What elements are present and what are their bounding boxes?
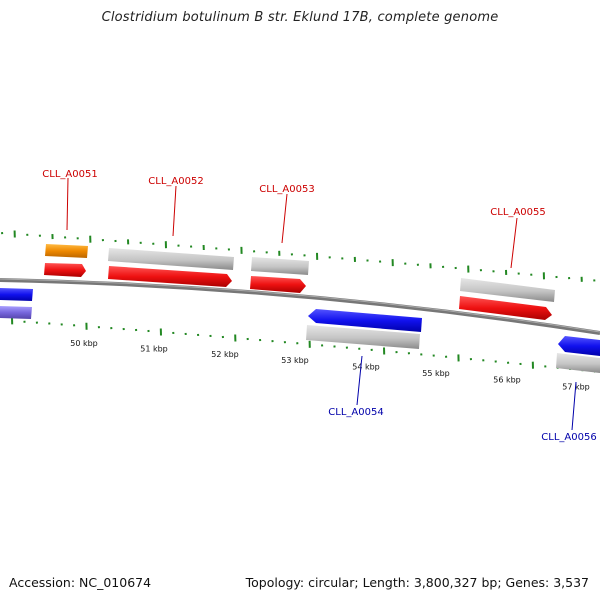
gene-label-cll-a0054[interactable]: CLL_A0054: [328, 355, 384, 418]
gene-label-cll-a0051[interactable]: CLL_A0051: [42, 169, 98, 231]
gene-features: [0, 244, 600, 373]
gene-label-text: CLL_A0053: [259, 184, 314, 195]
kbp-tick-label: 56 kbp: [493, 376, 521, 385]
gene-feature-cll-a0054[interactable]: [306, 309, 422, 349]
kbp-tick-label: 50 kbp: [70, 339, 98, 348]
gene-label-cll-a0052[interactable]: CLL_A0052: [148, 176, 204, 237]
gene-label-cll-a0055[interactable]: CLL_A0055: [490, 207, 546, 269]
genome-backbone: [0, 278, 600, 335]
gene-label-cll-a0053[interactable]: CLL_A0053: [259, 184, 315, 244]
genome-stats-footer: Topology: circular; Length: 3,800,327 bp…: [245, 575, 589, 590]
gene-feature-partial-left[interactable]: [0, 288, 33, 319]
gene-feature-cll-a0053[interactable]: [250, 257, 309, 293]
kbp-tick-label: 52 kbp: [211, 350, 239, 359]
gene-label-cll-a0056[interactable]: CLL_A0056: [541, 381, 597, 443]
gene-label-text: CLL_A0051: [42, 169, 97, 180]
gene-feature-cll-a0056[interactable]: [556, 336, 600, 373]
genome-title: Clostridium botulinum B str. Eklund 17B,…: [101, 10, 499, 25]
gene-label-text: CLL_A0052: [148, 176, 203, 187]
gene-feature-cll-a0052[interactable]: [108, 248, 234, 287]
kbp-tick-labels: 50 kbp 51 kbp 52 kbp 53 kbp 54 kbp 55 kbp 56 k…: [70, 339, 590, 391]
kbp-tick-label: 51 kbp: [140, 344, 168, 353]
kbp-tick-label: 53 kbp: [281, 356, 309, 365]
gene-feature-cll-a0055[interactable]: [459, 278, 555, 320]
gene-label-text: CLL_A0054: [328, 407, 383, 418]
gene-labels: CLL_A0051 CLL_A0052 CLL_A0053 CLL_A0054 …: [42, 169, 596, 443]
gene-feature-cll-a0051[interactable]: [44, 244, 88, 277]
upper-tick-track: [1, 230, 596, 282]
kbp-tick-label: 55 kbp: [422, 369, 450, 378]
accession-footer: Accession: NC_010674: [9, 575, 152, 590]
gene-label-text: CLL_A0055: [490, 207, 545, 218]
kbp-tick-label: 54 kbp: [352, 362, 380, 371]
gene-label-text: CLL_A0056: [541, 432, 596, 443]
